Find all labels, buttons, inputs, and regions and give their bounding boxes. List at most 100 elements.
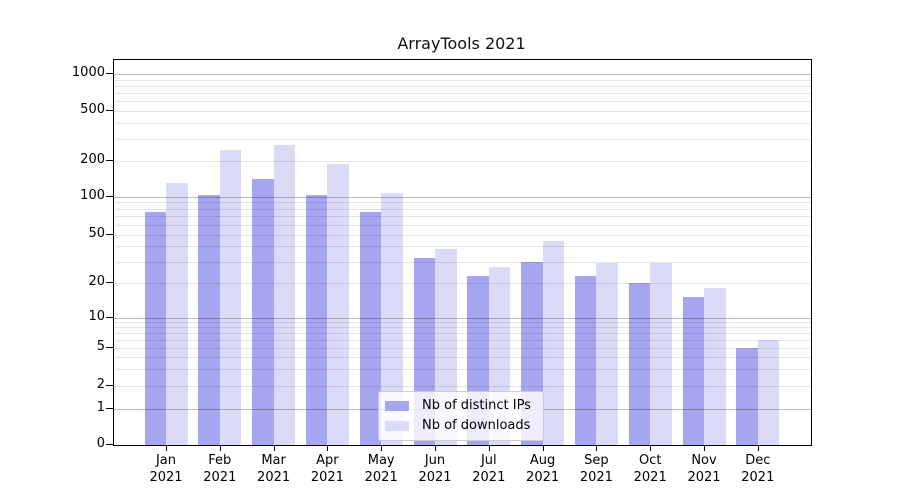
x-tick-mark [219, 445, 221, 451]
bar-nb-of-downloads-apr [327, 164, 349, 445]
gridline-major [114, 196, 811, 198]
bar-nb-of-distinct-ips-oct [628, 283, 651, 445]
x-tick-mark [381, 445, 383, 451]
gridline-minor [114, 283, 811, 284]
y-tick-label: 20 [88, 274, 105, 289]
bar-nb-of-downloads-jan [166, 183, 188, 445]
y-tick-mark [106, 195, 113, 197]
y-tick-mark [106, 444, 113, 445]
bar-nb-of-downloads-oct [650, 263, 672, 445]
x-tick-label-may: May 2021 [364, 453, 398, 485]
y-tick-label: 1 [96, 400, 105, 415]
gridline-minor [114, 385, 811, 387]
x-tick-mark [596, 445, 598, 451]
y-tick-label: 0 [96, 436, 105, 451]
gridline-minor [114, 202, 811, 204]
x-tick-label-dec: Dec 2021 [741, 453, 775, 485]
bar-nb-of-downloads-mar [273, 145, 296, 445]
gridline-minor [114, 216, 811, 218]
legend-swatch-nb-of-downloads [385, 420, 409, 431]
x-tick-mark [542, 445, 544, 451]
x-tick-label-aug: Aug 2021 [526, 453, 560, 485]
y-tick-mark [106, 408, 113, 409]
x-tick-label-jan: Jan 2021 [149, 453, 183, 485]
chart-title: ArrayTools 2021 [397, 34, 526, 53]
gridline-major [114, 74, 811, 75]
x-tick-label-jun: Jun 2021 [418, 453, 452, 485]
plot-area: Nb of distinct IPs Nb of downloads [113, 59, 812, 446]
x-tick-mark [488, 445, 490, 451]
y-tick-mark [106, 282, 113, 283]
gridline-minor [114, 261, 811, 263]
legend-row: Nb of distinct IPs [385, 397, 531, 414]
legend-label: Nb of downloads [422, 418, 531, 433]
bar-nb-of-downloads-sep [596, 263, 618, 445]
bar-nb-of-distinct-ips-mar [252, 179, 274, 445]
gridline-minor [114, 327, 811, 329]
bar-nb-of-downloads-aug [542, 241, 565, 445]
x-tick-label-jul: Jul 2021 [472, 453, 506, 485]
gridline-minor [114, 224, 811, 226]
gridline-minor [114, 369, 811, 371]
gridline-minor [114, 340, 811, 342]
gridline-minor [114, 111, 811, 112]
gridline-minor [114, 246, 811, 248]
x-tick-mark [650, 445, 652, 451]
x-tick-mark [704, 445, 705, 451]
y-tick-mark [106, 110, 113, 111]
y-tick-label: 100 [80, 187, 105, 203]
gridline-major [114, 317, 811, 319]
x-tick-mark [327, 445, 329, 451]
gridline-minor [114, 79, 811, 81]
bar-nb-of-distinct-ips-jan [144, 211, 166, 445]
gridline-minor [114, 208, 811, 210]
x-tick-label-mar: Mar 2021 [257, 453, 291, 485]
x-tick-mark [757, 445, 759, 451]
gridline-minor [114, 357, 811, 359]
y-tick-mark [106, 233, 113, 235]
y-tick-mark [106, 73, 113, 74]
x-tick-label-nov: Nov 2021 [687, 453, 721, 485]
bar-nb-of-downloads-feb [219, 150, 242, 445]
y-tick-label: 500 [80, 102, 105, 117]
y-tick-label: 10 [88, 308, 105, 324]
gridline-minor [114, 101, 811, 103]
y-tick-mark [106, 159, 113, 161]
bar-nb-of-downloads-dec [757, 340, 780, 445]
gridline-minor [114, 138, 811, 140]
legend: Nb of distinct IPs Nb of downloads [378, 391, 544, 441]
legend-swatch-nb-of-distinct-ips [385, 400, 409, 411]
x-tick-mark [435, 445, 436, 451]
bar-nb-of-distinct-ips-apr [305, 195, 328, 445]
y-tick-mark [106, 347, 113, 348]
y-tick-label: 5 [96, 339, 105, 354]
bar-nb-of-distinct-ips-may [359, 212, 382, 445]
bar-nb-of-distinct-ips-sep [574, 275, 597, 445]
y-tick-label: 50 [88, 225, 105, 241]
x-tick-mark [273, 445, 275, 451]
y-tick-label: 1000 [71, 65, 105, 80]
x-tick-label-sep: Sep 2021 [579, 453, 613, 485]
y-tick-label: 200 [80, 151, 105, 167]
y-tick-mark [106, 316, 113, 318]
gridline-minor [114, 348, 811, 349]
x-tick-label-feb: Feb 2021 [203, 453, 237, 485]
x-tick-mark [166, 445, 167, 451]
gridline-minor [114, 85, 811, 87]
gridline-minor [114, 123, 811, 125]
y-tick-mark [106, 384, 113, 386]
bar-nb-of-distinct-ips-nov [682, 297, 704, 445]
bar-nb-of-distinct-ips-dec [736, 348, 758, 445]
x-tick-label-apr: Apr 2021 [310, 453, 344, 485]
bar-nb-of-downloads-nov [704, 288, 726, 445]
y-tick-label: 2 [96, 376, 105, 392]
bar-nb-of-downloads-may [381, 192, 403, 445]
gridline-minor [114, 333, 811, 335]
x-tick-label-oct: Oct 2021 [633, 453, 667, 485]
gridline-minor [114, 234, 811, 236]
gridline-minor [114, 160, 811, 162]
legend-label: Nb of distinct IPs [422, 398, 531, 413]
gridline-minor [114, 322, 811, 324]
legend-row: Nb of downloads [385, 417, 531, 434]
